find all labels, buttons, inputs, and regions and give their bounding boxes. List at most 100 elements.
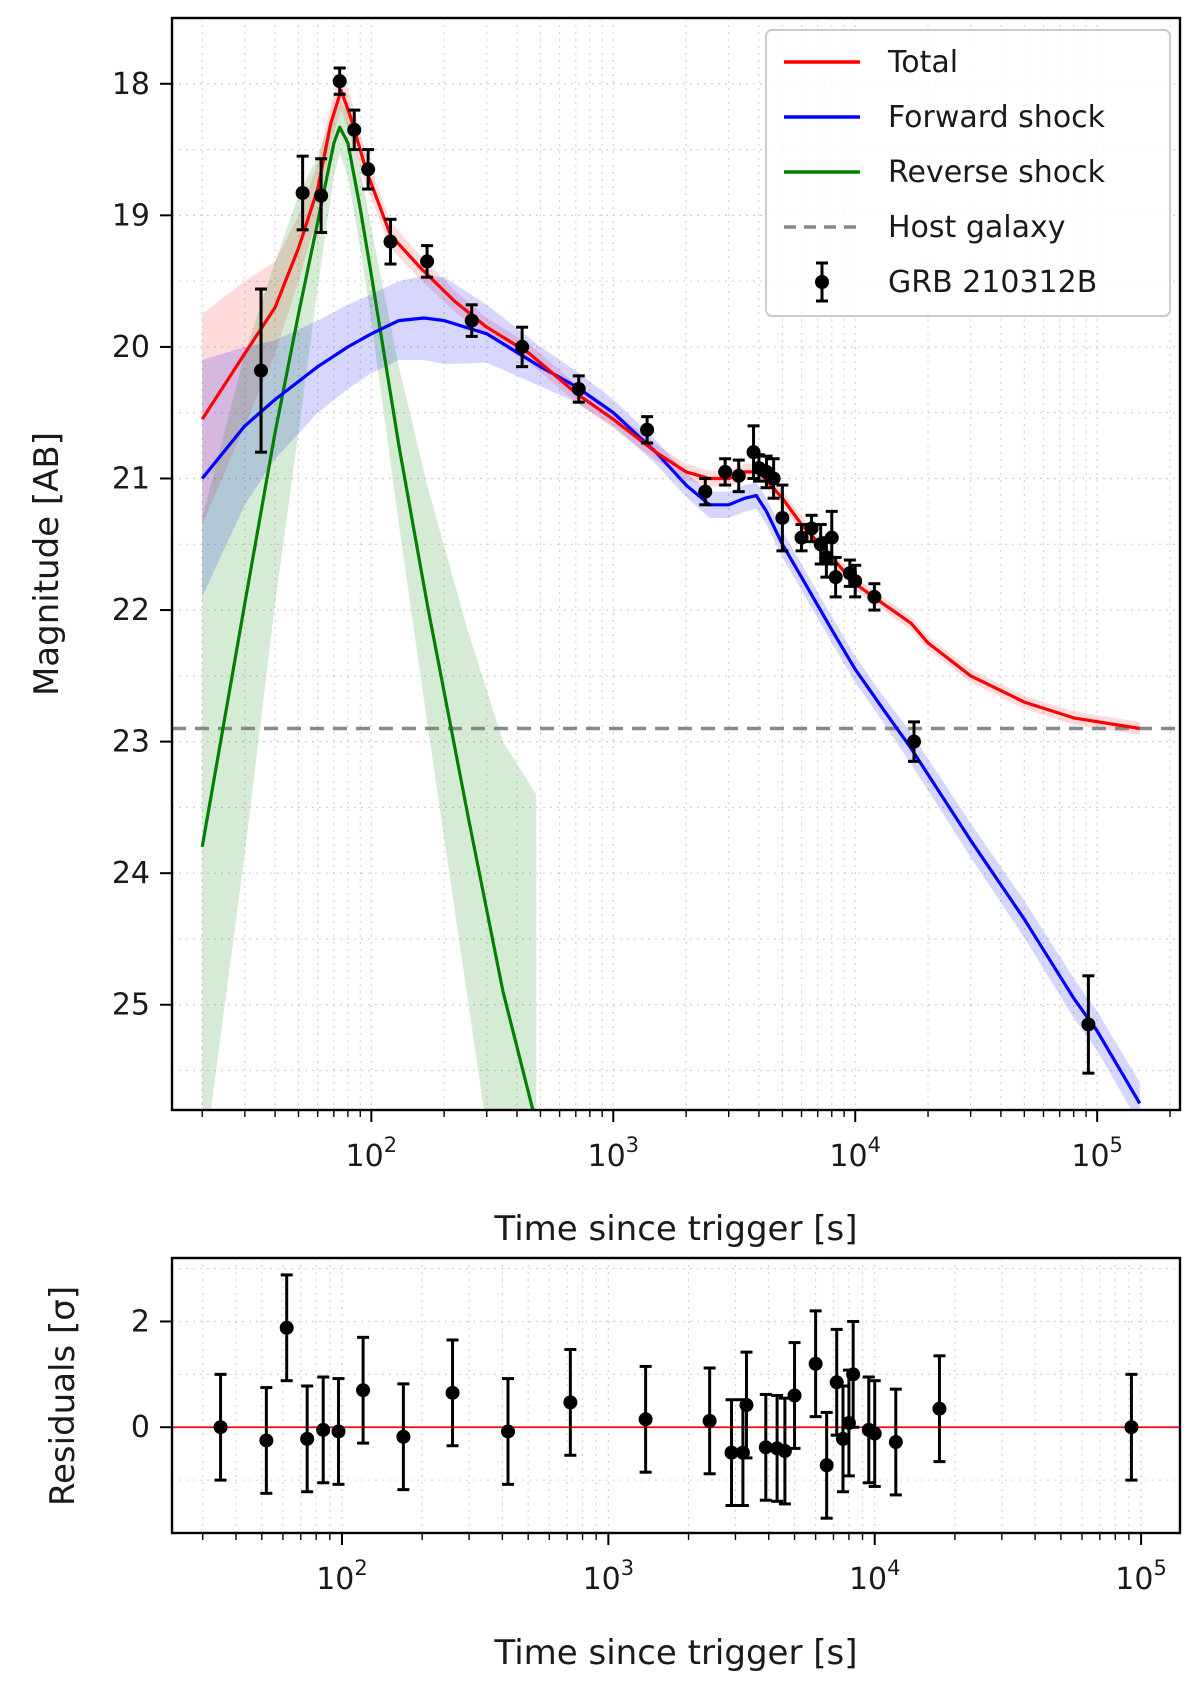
residuals-axes-frame — [170, 1256, 1182, 1535]
residual-marker — [331, 1424, 346, 1439]
legend-item-grb: GRB 210312B — [815, 261, 1097, 303]
residuals-x-tick-label: 102 — [316, 1556, 368, 1597]
residual-marker — [777, 1444, 792, 1459]
observation-point — [813, 523, 828, 566]
main-ticks: 18 19 20 21 22 23 24 25 102 103 104 105 — [112, 67, 1171, 1174]
legend-item-host-galaxy: Host galaxy — [784, 210, 1066, 245]
observation-marker — [718, 464, 733, 479]
residual-point — [724, 1398, 739, 1507]
main-y-tick-label: 22 — [112, 593, 150, 628]
main-observations — [254, 66, 1096, 1075]
observation-point — [464, 303, 479, 338]
legend-label-host-galaxy: Host galaxy — [888, 210, 1066, 245]
observation-marker — [907, 734, 922, 749]
residual-marker — [300, 1431, 315, 1446]
residual-point — [846, 1319, 861, 1429]
observation-point — [775, 483, 790, 553]
residual-marker — [445, 1385, 460, 1400]
residual-point — [702, 1366, 717, 1476]
main-x-tick-label: 104 — [829, 1133, 881, 1174]
observation-point — [848, 563, 863, 599]
residual-point — [279, 1273, 294, 1383]
observation-point — [254, 287, 269, 454]
legend-item-total: Total — [784, 45, 958, 80]
observation-marker — [295, 185, 310, 200]
observation-marker — [867, 589, 882, 604]
residual-marker — [1124, 1420, 1139, 1435]
residual-marker — [501, 1424, 516, 1439]
residuals-xlabel: Time since trigger [s] — [493, 1633, 857, 1673]
observation-marker — [1081, 1017, 1096, 1032]
residual-marker — [563, 1395, 578, 1410]
forward-shock-line — [200, 316, 1142, 1105]
residual-marker — [787, 1388, 802, 1403]
residual-point — [808, 1309, 823, 1419]
residual-point — [835, 1384, 850, 1494]
observation-point — [314, 157, 329, 234]
residual-point — [739, 1350, 754, 1460]
residuals-y-tick-label: 2 — [131, 1304, 150, 1339]
residual-point — [638, 1364, 653, 1474]
residual-point — [501, 1377, 516, 1486]
legend-label-reverse-shock: Reverse shock — [888, 155, 1106, 190]
legend-item-reverse-shock: Reverse shock — [784, 155, 1106, 190]
main-x-tick-label: 105 — [1071, 1133, 1123, 1174]
main-ylabel: Magnitude [AB] — [27, 432, 67, 696]
residual-marker — [724, 1445, 739, 1460]
observation-point — [332, 66, 347, 96]
residuals-ticks: 0 2 102 103 104 105 — [131, 1304, 1167, 1597]
observation-point — [698, 476, 713, 507]
residual-point — [819, 1410, 834, 1520]
observation-point — [794, 523, 809, 553]
residual-marker — [396, 1429, 411, 1444]
observation-marker — [515, 339, 530, 354]
observation-marker — [420, 254, 435, 269]
main-y-tick-label: 23 — [112, 725, 150, 760]
residuals-y-tick-label: 0 — [131, 1410, 150, 1445]
residuals-panel: 0 2 102 103 104 105 Time since trigger [s] Re… — [43, 1256, 1182, 1673]
observation-marker — [819, 550, 834, 565]
observation-point — [1081, 974, 1096, 1075]
observation-marker — [383, 234, 398, 249]
residual-marker — [867, 1426, 882, 1441]
residual-point — [1124, 1372, 1139, 1482]
legend: Total Forward shock Reverse shock Host g… — [765, 29, 1171, 317]
main-model-lines — [200, 88, 1142, 1110]
residual-marker — [846, 1367, 861, 1382]
observation-marker — [794, 530, 809, 545]
residual-point — [396, 1382, 411, 1492]
main-x-tick-label: 102 — [346, 1133, 398, 1174]
main-y-tick-label: 20 — [112, 330, 150, 365]
observation-point — [571, 374, 586, 404]
residual-point — [888, 1387, 903, 1497]
residual-point — [300, 1384, 315, 1494]
main-y-tick-label: 18 — [112, 67, 150, 102]
observation-marker — [813, 537, 828, 552]
observation-point — [383, 217, 398, 266]
main-light-curve-panel: 18 19 20 21 22 23 24 25 102 103 104 105 Time since … — [27, 16, 1182, 1249]
residual-marker — [259, 1433, 274, 1448]
residual-marker — [888, 1435, 903, 1450]
observation-point — [295, 154, 310, 232]
observation-point — [718, 457, 733, 487]
observation-point — [828, 555, 843, 599]
main-y-tick-label: 24 — [112, 856, 150, 891]
main-grid — [172, 18, 1180, 1110]
forward-shock-band — [202, 275, 1140, 1110]
residual-marker — [702, 1413, 717, 1428]
residual-point — [758, 1392, 773, 1502]
observation-point — [361, 148, 376, 191]
main-y-tick-label: 25 — [112, 988, 150, 1023]
residual-point — [777, 1396, 792, 1506]
residual-marker — [835, 1431, 850, 1446]
residual-point — [316, 1375, 331, 1485]
observation-marker — [775, 510, 790, 525]
reverse-shock-band — [202, 100, 537, 1110]
legend-item-forward-shock: Forward shock — [784, 100, 1106, 135]
main-axes-frame — [170, 16, 1182, 1112]
residual-marker — [758, 1440, 773, 1455]
observation-marker — [824, 530, 839, 545]
observation-point — [867, 582, 882, 612]
observation-marker — [848, 574, 863, 589]
observation-point — [640, 415, 655, 445]
